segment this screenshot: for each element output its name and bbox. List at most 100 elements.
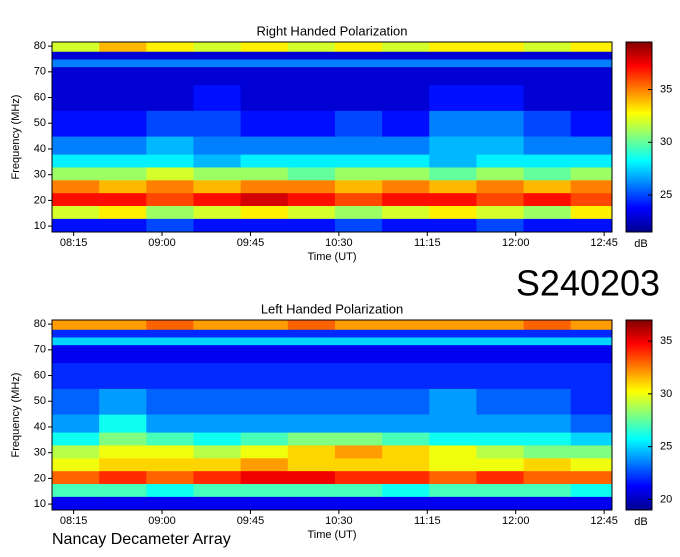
- heatmap-cell: [99, 388, 147, 415]
- colorbar-tick-label: 25: [660, 189, 672, 201]
- heatmap-cell: [334, 166, 383, 181]
- heatmap-cell: [382, 470, 430, 485]
- heatmap-cell: [476, 166, 525, 181]
- heatmap-cell: [523, 84, 572, 111]
- heatmap-cell: [476, 66, 525, 86]
- heatmap-cell: [476, 192, 525, 207]
- heatmap-cell: [52, 496, 100, 511]
- heatmap-cell: [429, 457, 477, 472]
- heatmap-cell: [240, 388, 289, 415]
- heatmap-cell: [429, 362, 477, 389]
- heatmap-cell: [193, 470, 242, 485]
- heatmap-cell: [570, 110, 613, 137]
- heatmap-cell: [52, 66, 100, 86]
- instrument-name: Nancay Decameter Array: [52, 531, 231, 548]
- heatmap-cell: [334, 51, 383, 60]
- heatmap-cell: [146, 320, 194, 330]
- heatmap-cell: [570, 42, 613, 52]
- heatmap-cell: [287, 470, 336, 485]
- heatmap-cell: [570, 179, 613, 194]
- heatmap-cell: [99, 218, 147, 233]
- heatmap-cell: [146, 58, 194, 68]
- heatmap-cell: [523, 362, 572, 389]
- y-tick-label: 40: [34, 421, 46, 433]
- x-tick-label: 09:00: [148, 515, 176, 527]
- heatmap-cell: [99, 362, 147, 389]
- heatmap-cell: [382, 344, 430, 364]
- chart-title: Right Handed Polarization: [256, 23, 407, 38]
- heatmap-cell: [523, 470, 572, 485]
- heatmap-cell: [193, 329, 242, 338]
- heatmap-cell: [476, 218, 525, 233]
- heatmap-cell: [476, 344, 525, 364]
- heatmap-cell: [334, 136, 383, 155]
- heatmap-cell: [476, 154, 525, 168]
- heatmap-cell: [240, 344, 289, 364]
- heatmap-cell: [334, 205, 383, 219]
- heatmap-cell: [334, 192, 383, 207]
- heatmap-cell: [570, 154, 613, 168]
- heatmap-cell: [382, 329, 430, 338]
- heatmap-cell: [476, 470, 525, 485]
- heatmap-cell: [52, 136, 100, 155]
- heatmap-cell: [146, 136, 194, 155]
- heatmap-cell: [287, 84, 336, 111]
- heatmap-cell: [287, 388, 336, 415]
- heatmap-cell: [429, 179, 477, 194]
- heatmap-cell: [429, 483, 477, 497]
- heatmap-cell: [146, 218, 194, 233]
- heatmap-cell: [287, 496, 336, 511]
- heatmap-cell: [52, 42, 100, 52]
- heatmap-cell: [334, 457, 383, 472]
- heatmap-cell: [570, 58, 613, 68]
- heatmap-cell: [570, 470, 613, 485]
- heatmap-cell: [476, 320, 525, 330]
- heatmap-cell: [570, 414, 613, 433]
- heatmap-cell: [334, 344, 383, 364]
- heatmap-cell: [570, 51, 613, 60]
- x-tick-label: 12:45: [590, 515, 618, 527]
- heatmap-cell: [52, 205, 100, 219]
- heatmap-cell: [193, 166, 242, 181]
- heatmap-cell: [476, 110, 525, 137]
- heatmap-cell: [523, 414, 572, 433]
- heatmap-cell: [429, 58, 477, 68]
- heatmap-cell: [146, 344, 194, 364]
- heatmap-cell: [523, 154, 572, 168]
- y-tick-label: 50: [34, 117, 46, 129]
- heatmap-cell: [476, 205, 525, 219]
- heatmap-cell: [193, 84, 242, 111]
- heatmap-cell: [240, 414, 289, 433]
- heatmap-cell: [240, 362, 289, 389]
- heatmap-cell: [570, 457, 613, 472]
- heatmap-cell: [193, 444, 242, 459]
- heatmap-cell: [99, 457, 147, 472]
- heatmap-cell: [429, 136, 477, 155]
- heatmap-cell: [99, 192, 147, 207]
- heatmap-cell: [193, 179, 242, 194]
- heatmap-cell: [382, 457, 430, 472]
- heatmap-cell: [52, 51, 100, 60]
- colorbar-label: dB: [634, 238, 647, 250]
- y-tick-label: 20: [34, 472, 46, 484]
- chart-title: Left Handed Polarization: [261, 301, 403, 316]
- heatmap-cell: [523, 320, 572, 330]
- heatmap-cell: [382, 110, 430, 137]
- y-tick-label: 80: [34, 318, 46, 330]
- heatmap-cell: [240, 329, 289, 338]
- heatmap-cell: [334, 388, 383, 415]
- heatmap-cell: [193, 496, 242, 511]
- heatmap-cell: [287, 414, 336, 433]
- heatmap-cell: [287, 192, 336, 207]
- heatmap-cell: [382, 84, 430, 111]
- heatmap-cell: [52, 457, 100, 472]
- heatmap-cell: [476, 362, 525, 389]
- heatmap-cell: [523, 66, 572, 86]
- heatmap-cell: [287, 329, 336, 338]
- heatmap-cell: [570, 496, 613, 511]
- heatmap-cell: [570, 444, 613, 459]
- heatmap-cell: [52, 483, 100, 497]
- heatmap-cell: [240, 205, 289, 219]
- heatmap-cell: [193, 414, 242, 433]
- heatmap-cell: [52, 166, 100, 181]
